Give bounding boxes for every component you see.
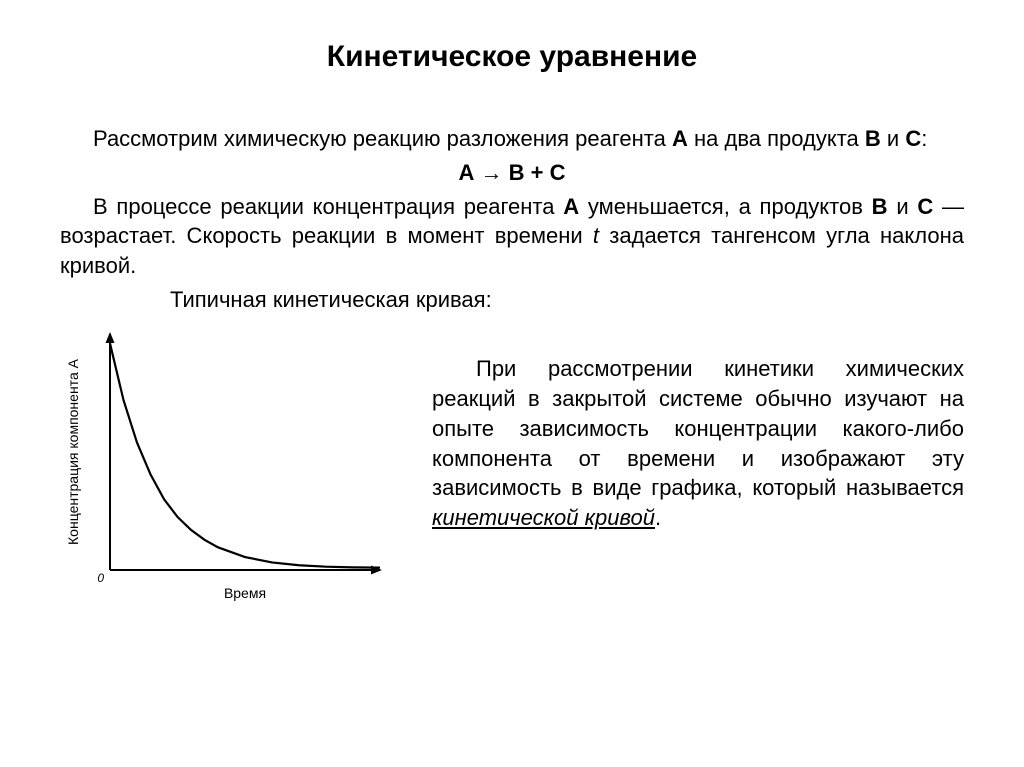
svg-text:Время: Время <box>224 585 266 601</box>
paragraph-intro: Рассмотрим химическую реакцию разложения… <box>60 124 964 154</box>
paragraph-side: При рассмотрении кинетики химических реа… <box>432 324 964 532</box>
svg-text:0: 0 <box>97 571 104 585</box>
kinetic-curve-chart: 0 Время Концентрация компонента А <box>60 324 400 614</box>
svg-text:Концентрация компонента А: Концентрация компонента А <box>65 359 81 546</box>
reaction-equation: А → В + С <box>60 160 964 186</box>
paragraph-curve-label: Типичная кинетическая кривая: <box>60 285 964 315</box>
page-title: Кинетическое уравнение <box>60 40 964 74</box>
paragraph-process: В процессе реакции концентрация реагента… <box>60 192 964 281</box>
